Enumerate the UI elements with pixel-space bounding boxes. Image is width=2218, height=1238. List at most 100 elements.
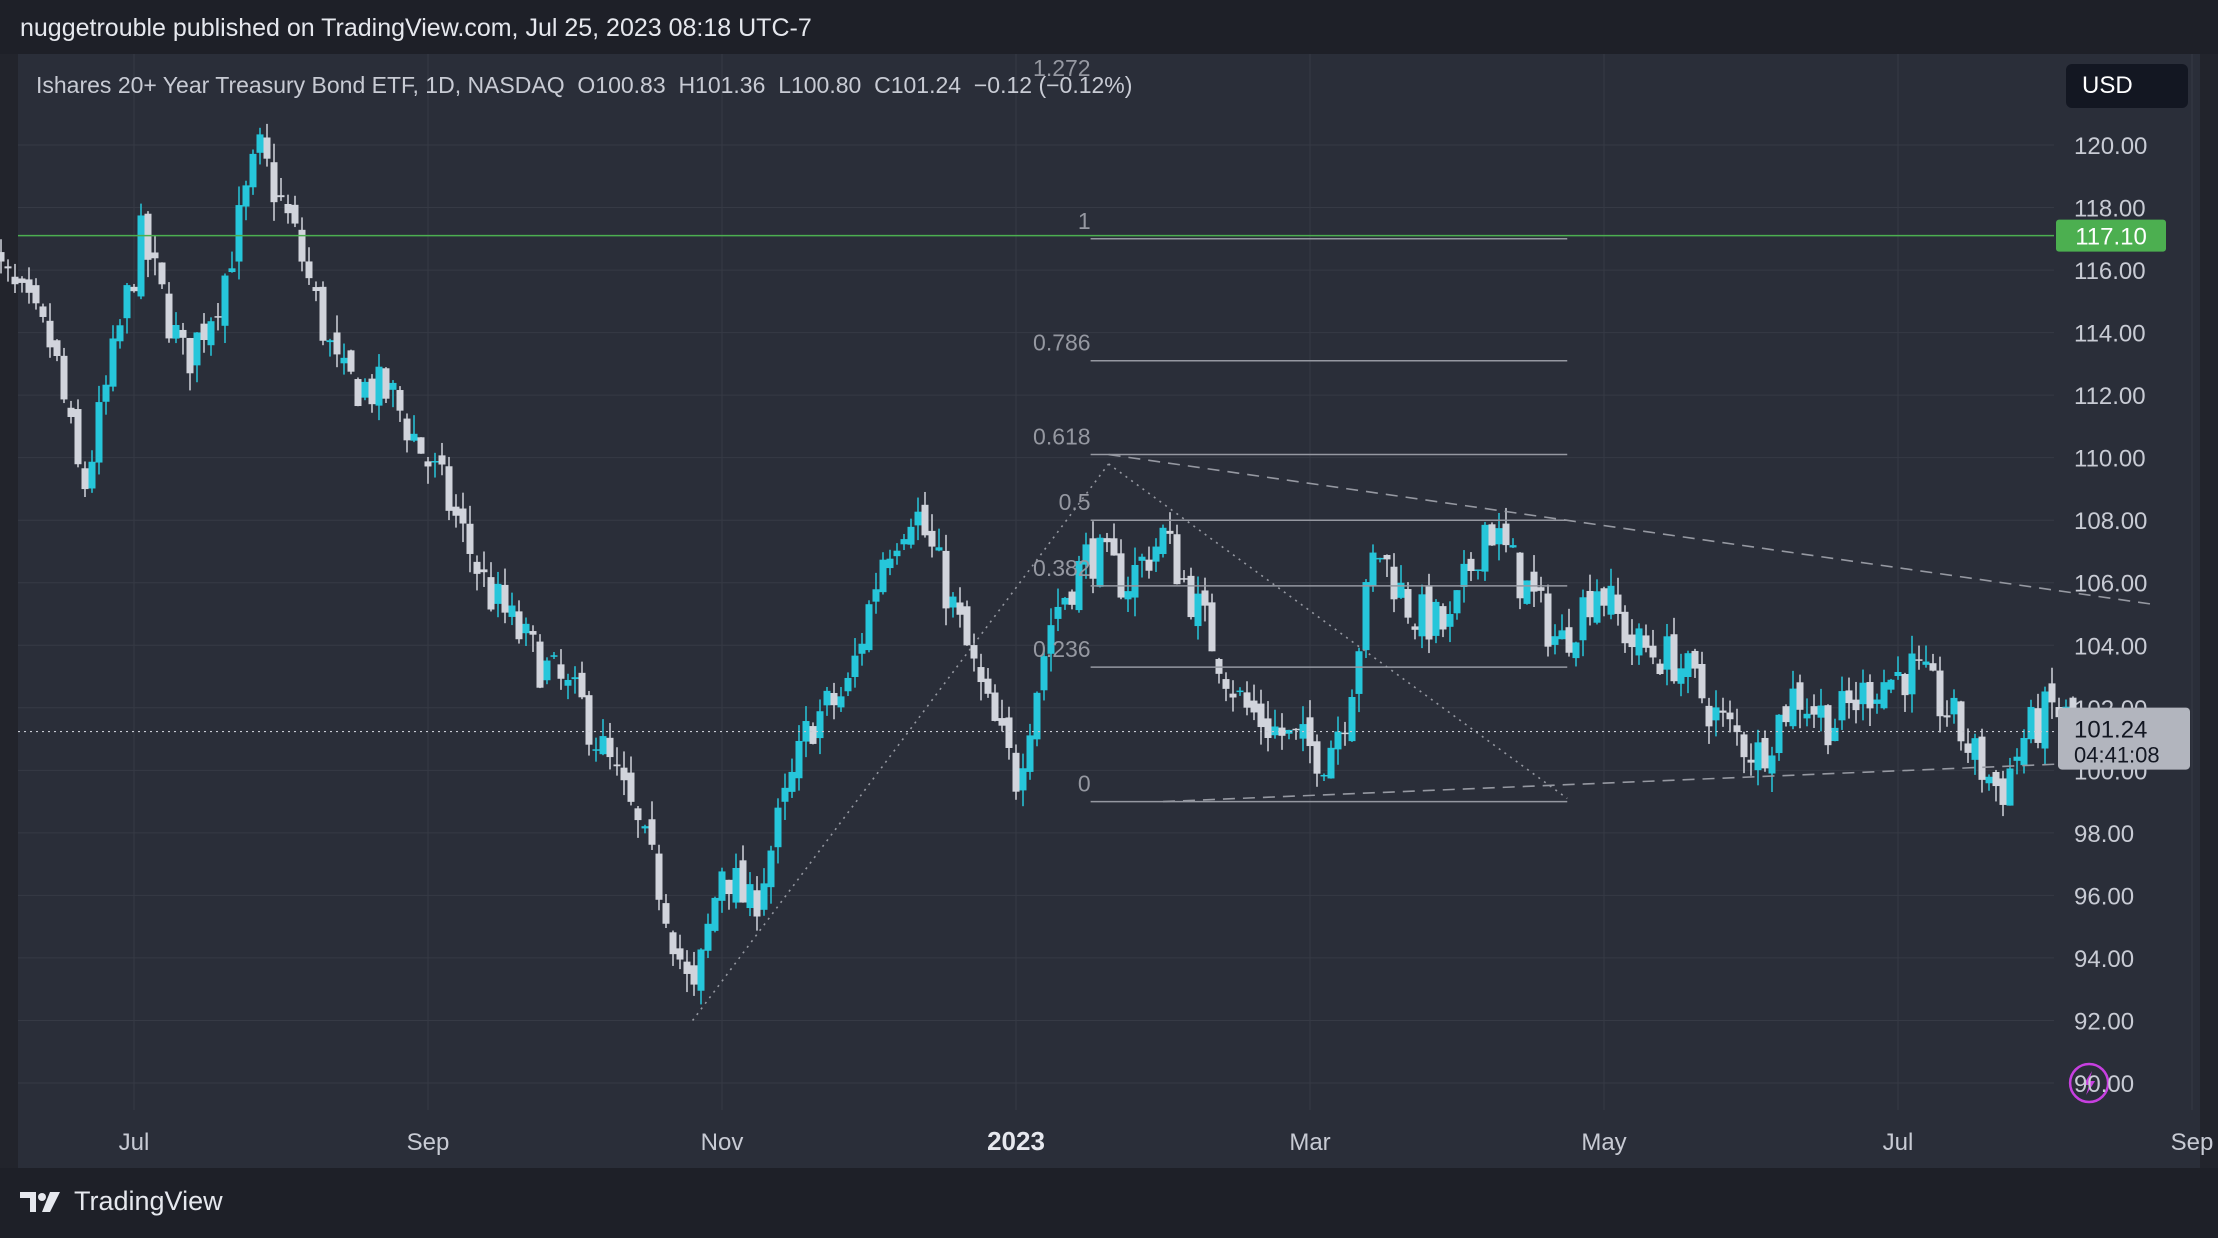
candle-body: [95, 402, 103, 463]
candle-body: [697, 949, 705, 991]
candle-body: [1600, 588, 1608, 606]
candle-body: [298, 229, 306, 262]
candle-body: [186, 338, 194, 374]
candle-body: [1474, 569, 1482, 572]
y-tick-label: 106.00: [2074, 571, 2147, 598]
x-tick-label: Mar: [1289, 1129, 1330, 1156]
candle-body: [809, 726, 817, 744]
candle-body: [1271, 726, 1279, 736]
candle-body: [1355, 651, 1363, 694]
candle-body: [641, 826, 649, 829]
candle-body: [1124, 591, 1132, 600]
candle-body: [907, 526, 915, 545]
candle-body: [1887, 679, 1895, 690]
candle-body: [347, 350, 355, 372]
close-value: C101.24: [874, 72, 962, 98]
candle-body: [592, 749, 600, 751]
candle-body: [1327, 747, 1335, 779]
candle-body: [1194, 593, 1202, 627]
candle-body: [823, 690, 831, 706]
trend-line: [1108, 453, 2156, 606]
candle-body: [1831, 727, 1839, 742]
x-tick-label: May: [1581, 1129, 1626, 1156]
candle-body: [676, 948, 684, 960]
candle-body: [144, 213, 152, 260]
candle-body: [1845, 690, 1853, 704]
candle-body: [158, 262, 166, 285]
candle-body: [746, 884, 754, 909]
candle-body: [1817, 705, 1825, 718]
candle-body: [1439, 606, 1447, 630]
candle-body: [662, 903, 670, 924]
candle-body: [403, 418, 411, 441]
chart-frame[interactable]: [18, 54, 2200, 1168]
candle-body: [1481, 524, 1489, 572]
candle-body: [277, 195, 285, 198]
candle-body: [207, 321, 215, 346]
candle-body: [1992, 771, 2000, 787]
candle-body: [445, 466, 453, 511]
candle-body: [494, 583, 502, 604]
candle-body: [1110, 538, 1118, 556]
candle-body: [844, 677, 852, 692]
low-value: L100.80: [778, 72, 862, 98]
candle-body: [242, 185, 250, 207]
candle-body: [123, 285, 131, 319]
candle-body: [1152, 546, 1160, 562]
candle-body: [1313, 741, 1321, 774]
y-tick-label: 104.00: [2074, 633, 2147, 660]
candle-body: [1964, 743, 1972, 753]
y-tick-label: 92.00: [2074, 1008, 2134, 1035]
candle-body: [67, 407, 75, 417]
candle-body: [1362, 582, 1370, 651]
candle-body: [1698, 663, 1706, 699]
axes: 120.00 118.00 116.00 114.00 112.00 110.00 108.…: [119, 133, 2214, 1156]
candle-body: [1551, 636, 1559, 645]
candle-body: [1376, 557, 1384, 560]
symbol-name: Ishares 20+ Year Treasury Bond ETF, 1D, …: [36, 72, 565, 98]
candle-body: [1222, 679, 1230, 689]
candle-body: [851, 655, 859, 678]
candle-body: [522, 623, 530, 634]
fib-level-label: 0: [1078, 771, 1091, 797]
candle-body: [501, 584, 509, 613]
candle-body: [151, 252, 159, 259]
candle-body: [193, 332, 201, 366]
symbol-legend: Ishares 20+ Year Treasury Bond ETF, 1D, …: [36, 72, 1132, 99]
candle-body: [1691, 650, 1699, 669]
candle-body: [1859, 682, 1867, 705]
tradingview-brand[interactable]: TradingView: [20, 1186, 223, 1217]
candle-body: [88, 461, 96, 489]
candle-body: [81, 468, 89, 490]
candle-body: [1908, 653, 1916, 695]
candle-body: [326, 340, 334, 343]
candle-body: [711, 897, 719, 931]
candle-body: [1418, 594, 1426, 637]
candle-body: [1628, 634, 1636, 648]
candle-body: [1866, 682, 1874, 709]
candle-body: [354, 379, 362, 407]
candle-body: [1950, 697, 1958, 715]
candle-body: [270, 162, 278, 203]
candle-body: [1446, 614, 1454, 627]
last-price-label: 101.24: [2074, 717, 2147, 744]
candle-body: [375, 366, 383, 406]
candle-body: [1824, 705, 1832, 746]
candle-body: [1670, 634, 1678, 682]
candle-body: [704, 923, 712, 951]
x-tick-label: 2023: [987, 1126, 1045, 1156]
candle-body: [928, 530, 936, 547]
candle-body: [1369, 552, 1377, 587]
candle-body: [816, 711, 824, 739]
candle-body: [1432, 601, 1440, 636]
candle-body: [1901, 673, 1909, 696]
candle-body: [11, 276, 19, 285]
candle-body: [963, 606, 971, 646]
candle-body: [1761, 737, 1769, 769]
candle-body: [1929, 663, 1937, 671]
candle-body: [249, 153, 257, 188]
currency-button[interactable]: USD: [2066, 64, 2188, 108]
candle-body: [452, 506, 460, 516]
candle-body: [2006, 768, 2014, 806]
